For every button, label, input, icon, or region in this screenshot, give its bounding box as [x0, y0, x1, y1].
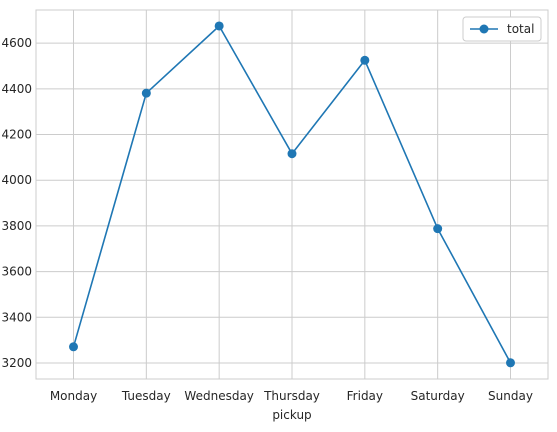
- y-axis: 3200 3400 3600 3800 4000 4200 4400 4600: [1, 36, 32, 370]
- x-tick-label: Sunday: [488, 389, 533, 403]
- legend: total: [462, 16, 542, 42]
- y-tick-label: 4000: [1, 173, 32, 187]
- x-axis-title: pickup: [272, 408, 311, 422]
- data-point-saturday: [433, 224, 443, 234]
- y-tick-label: 3200: [1, 356, 32, 370]
- y-tick-label: 3800: [1, 219, 32, 233]
- x-tick-label: Friday: [347, 389, 383, 403]
- legend-marker: [479, 24, 489, 34]
- plot-area-frame: [35, 9, 549, 380]
- x-tick-label: Monday: [50, 389, 97, 403]
- data-point-wednesday: [214, 21, 224, 31]
- data-point-tuesday: [141, 88, 151, 98]
- x-tick-label: Wednesday: [184, 389, 253, 403]
- data-point-monday: [69, 342, 78, 352]
- x-tick-label: Tuesday: [121, 389, 171, 403]
- data-point-thursday: [287, 149, 297, 159]
- legend-box: [462, 16, 542, 42]
- y-tick-label: 3400: [1, 310, 32, 324]
- x-tick-label: Thursday: [263, 389, 320, 403]
- legend-label-total: total: [507, 22, 534, 36]
- y-tick-label: 3600: [1, 265, 32, 279]
- y-tick-label: 4400: [1, 82, 32, 96]
- data-point-sunday: [506, 358, 515, 368]
- x-tick-label: Saturday: [411, 389, 465, 403]
- y-tick-label: 4200: [1, 128, 32, 142]
- x-axis: Monday Tuesday Wednesday Thursday Friday Satu…: [50, 389, 533, 403]
- series-layer: [69, 21, 515, 368]
- y-tick-label: 4600: [1, 36, 32, 50]
- grid: [36, 10, 548, 379]
- data-point-friday: [360, 55, 370, 65]
